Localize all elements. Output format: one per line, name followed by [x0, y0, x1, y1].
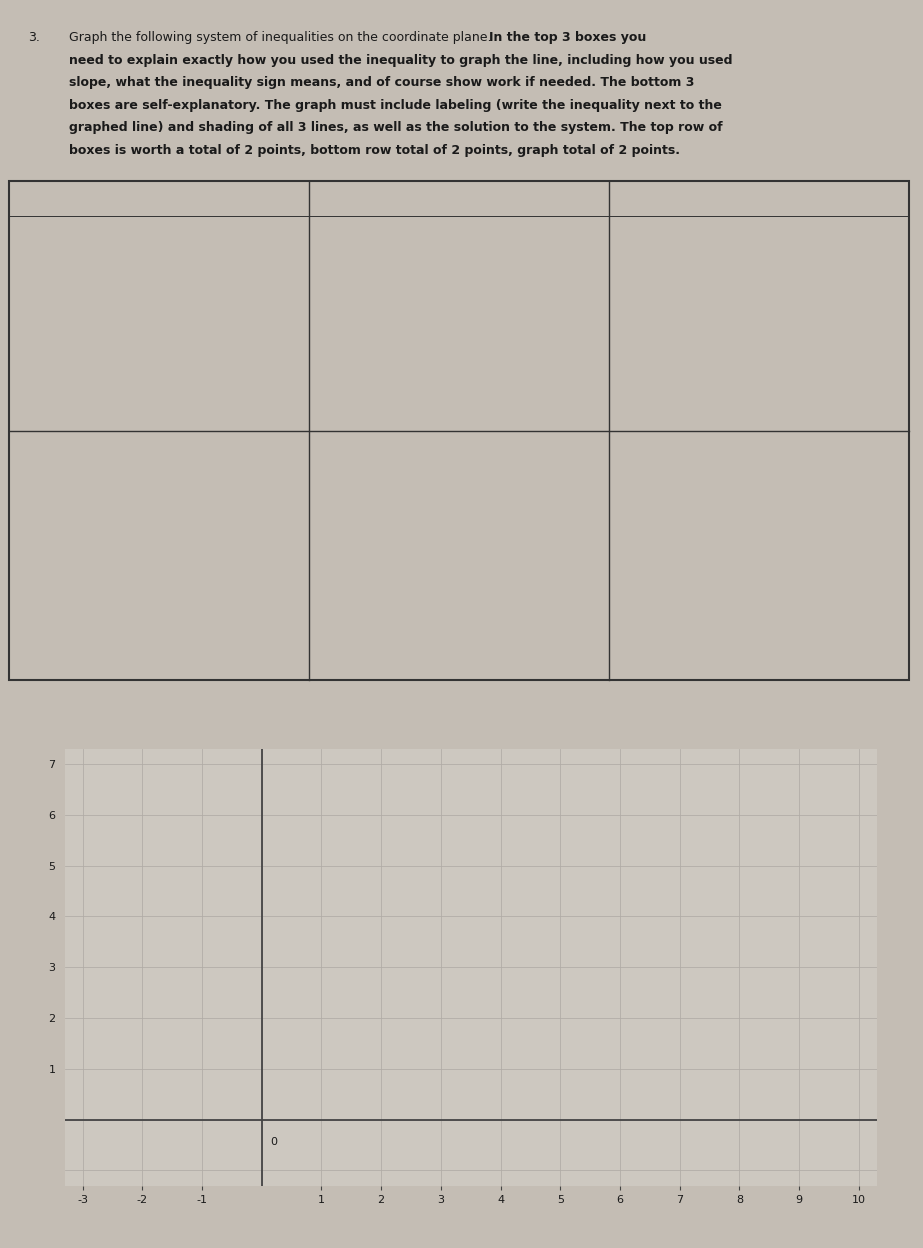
Text: How did you graph the line?: How did you graph the line? — [17, 223, 183, 236]
Text: How did you graph the line?: How did you graph the line? — [376, 223, 543, 236]
Text: boxes are self-explanatory. The graph must include labeling (write the inequalit: boxes are self-explanatory. The graph mu… — [69, 99, 722, 111]
Text: y > −4: y > −4 — [735, 191, 784, 206]
Text: graphed line) and shading of all 3 lines, as well as the solution to the system.: graphed line) and shading of all 3 lines… — [69, 121, 723, 134]
Text: Where do you shade and how do
you know?: Where do you shade and how do you know? — [662, 446, 857, 473]
Text: 0: 0 — [270, 1137, 278, 1147]
Text: 3.: 3. — [28, 31, 40, 44]
Text: Where do you shade and how do you
know?: Where do you shade and how do you know? — [50, 446, 269, 473]
Text: In the top 3 boxes you: In the top 3 boxes you — [489, 31, 646, 44]
Text: slope, what the inequality sign means, and of course show work if needed. The bo: slope, what the inequality sign means, a… — [69, 76, 695, 89]
Text: boxes is worth a total of 2 points, bottom row total of 2 points, graph total of: boxes is worth a total of 2 points, bott… — [69, 144, 680, 156]
Text: Graph the following system of inequalities on the coordinate plane.: Graph the following system of inequaliti… — [69, 31, 496, 44]
Text: How did you graph the line?: How did you graph the line? — [676, 223, 843, 236]
Text: Where do you shade and how do
you know?: Where do you shade and how do you know? — [362, 446, 557, 473]
Text: need to explain exactly how you used the inequality to graph the line, including: need to explain exactly how you used the… — [69, 54, 733, 66]
Text: y > −3x − 2: y > −3x − 2 — [116, 191, 202, 206]
Text: 4x + 5y ≤ 20: 4x + 5y ≤ 20 — [414, 191, 505, 206]
